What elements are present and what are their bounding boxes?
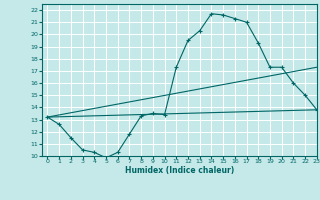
X-axis label: Humidex (Indice chaleur): Humidex (Indice chaleur) xyxy=(124,166,234,175)
